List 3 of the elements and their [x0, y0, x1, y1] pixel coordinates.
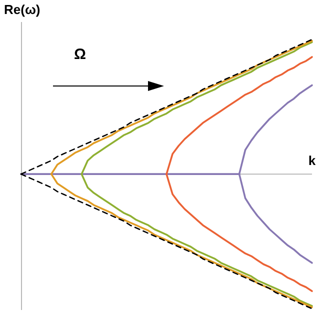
x-axis-title: k [308, 153, 316, 168]
annotation: Ω [74, 46, 86, 63]
y-axis-title: Re(ω) [4, 2, 40, 18]
